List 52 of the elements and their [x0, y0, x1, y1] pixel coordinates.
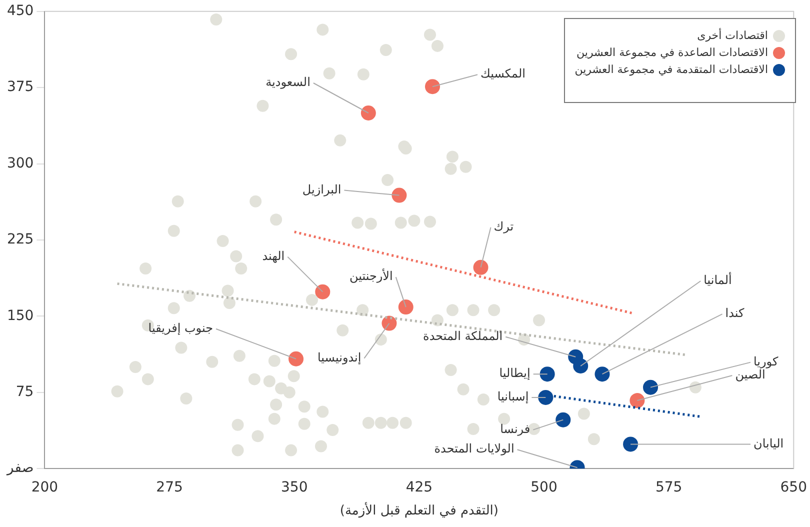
annotation: الأرجنتين [349, 268, 393, 284]
point [288, 351, 304, 366]
legend-label: الاقتصادات المتقدمة في مجموعة العشرين [574, 63, 768, 76]
point [594, 366, 610, 382]
point [556, 412, 571, 428]
y-tick-label: 450 [6, 3, 34, 20]
annotation: جنوب إفريقيا [148, 320, 214, 335]
point [382, 316, 397, 331]
annotation: ألمانيا [704, 272, 732, 288]
point [392, 188, 407, 203]
point [573, 358, 588, 374]
x-tick-label: 425 [406, 480, 433, 496]
annotation: السعودية [266, 75, 310, 90]
annotation: كوريا [754, 354, 779, 368]
annotation: إيطاليا [499, 366, 530, 380]
point [473, 260, 488, 275]
x-tick-label: 575 [655, 480, 682, 496]
point [398, 300, 414, 315]
y-tick-label: 375 [6, 79, 34, 96]
point [623, 436, 638, 452]
annotation: اليابان [754, 436, 784, 450]
legend-label: الاقتصادات الصاعدة في مجموعة العشرين [576, 46, 768, 59]
y-tick-label: 300 [6, 155, 34, 172]
y-tick-label: 225 [6, 232, 34, 248]
annotation: إندونيسيا [318, 350, 362, 364]
y-tick-label: صفر [6, 460, 34, 476]
point [315, 284, 330, 300]
point [630, 393, 645, 408]
point [538, 390, 554, 405]
point [360, 106, 376, 120]
x-tick-label: 350 [280, 480, 308, 496]
point [643, 380, 658, 395]
annotation: فرنسا [500, 422, 530, 436]
x-tick-label: 500 [530, 480, 558, 496]
point [424, 79, 440, 94]
annotation: المكسيك [480, 66, 526, 81]
x-axis-title: (التقدم في التعلم قبل الأزمة) [340, 502, 498, 519]
y-tick-label: 150 [6, 308, 34, 324]
annotation: البرازيل [302, 182, 342, 196]
annotation: ترك [494, 220, 514, 234]
x-tick-label: 200 [31, 480, 58, 496]
annotation: الصين [735, 368, 766, 382]
legend-label: اقتصادات أخرى [697, 29, 768, 42]
annotation: إسبانيا [497, 390, 529, 404]
x-tick-label: 650 [780, 480, 808, 496]
annotation: الهند [262, 248, 285, 263]
point [540, 366, 555, 382]
y-tick-label: 75 [16, 384, 34, 400]
annotation: المملكة المتحدة [423, 328, 503, 343]
annotation: الولايات المتحدة [434, 442, 514, 456]
x-tick-label: 275 [156, 480, 183, 496]
annotation: كندا [725, 306, 744, 320]
